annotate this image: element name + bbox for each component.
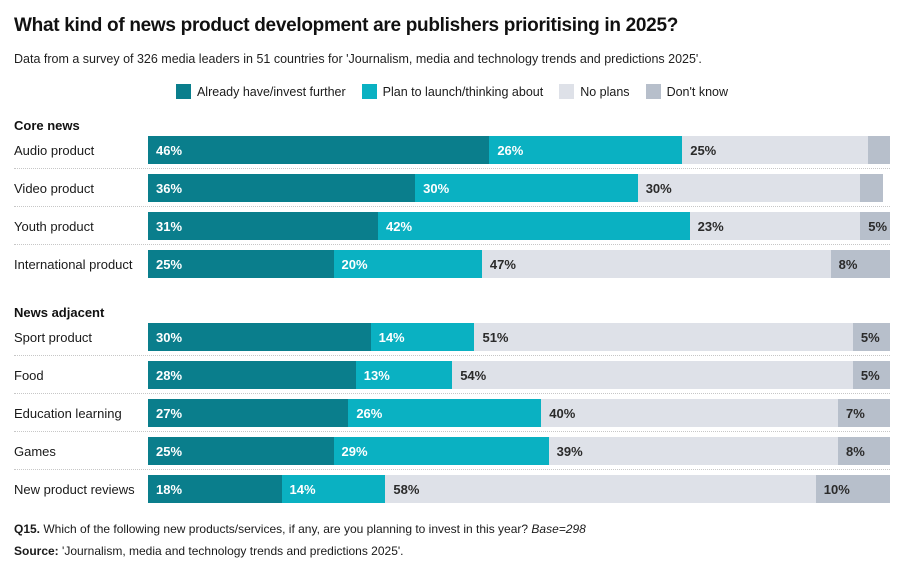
row-separator <box>14 168 890 169</box>
legend-swatch-icon <box>559 84 575 99</box>
bar-segment: 51% <box>474 323 853 351</box>
bar-segment: 13% <box>355 361 453 389</box>
bar-segment: 7% <box>838 399 890 427</box>
bar-segment: 40% <box>541 399 839 427</box>
question-text: Which of the following new products/serv… <box>43 522 529 536</box>
question-number: Q15. <box>14 522 41 536</box>
row-label: International product <box>14 256 133 272</box>
legend-label: Don't know <box>666 84 729 99</box>
row-label: Food <box>14 367 44 383</box>
legend: Already have/invest further Plan to launc… <box>14 84 890 99</box>
stacked-bar: 25% 29% 39% 8% <box>148 437 890 465</box>
row-label: Sport product <box>14 329 93 345</box>
legend-swatch-icon <box>645 84 661 99</box>
row-separator <box>14 355 890 356</box>
bar-segment: 54% <box>452 361 853 389</box>
bar-segment: 14% <box>281 475 386 503</box>
bar-segment: 26% <box>489 136 683 164</box>
source-text: 'Journalism, media and technology trends… <box>62 544 404 558</box>
bar-segment: 18% <box>148 475 282 503</box>
bar-row: Food 28% 13% 54% 5% <box>14 361 890 389</box>
bar-segment: 31% <box>148 212 379 240</box>
question-footnote: Q15. Which of the following new products… <box>14 522 890 537</box>
source-label: Source: <box>14 544 59 558</box>
bar-segment: 47% <box>481 250 831 278</box>
source-footnote: Source: 'Journalism, media and technolog… <box>14 544 890 559</box>
stacked-bar: 30% 14% 51% 5% <box>148 323 890 351</box>
bar-row: Audio product 46% 26% 25% <box>14 136 890 164</box>
bar-segment: 20% <box>333 250 482 278</box>
row-separator <box>14 431 890 432</box>
bar-row: New product reviews 18% 14% 58% 10% <box>14 475 890 503</box>
legend-label: No plans <box>580 84 630 99</box>
row-label: Games <box>14 443 56 459</box>
bar-segment: 5% <box>852 323 890 351</box>
row-label: New product reviews <box>14 481 135 497</box>
legend-item: No plans <box>559 84 630 99</box>
stacked-bar: 31% 42% 23% 5% <box>148 212 890 240</box>
bar-segment: 25% <box>682 136 868 164</box>
row-separator <box>14 206 890 207</box>
bar-segment: 8% <box>838 437 890 465</box>
bar-segment: 23% <box>689 212 861 240</box>
stacked-bar: 36% 30% 30% <box>148 174 890 202</box>
bar-segment: 25% <box>148 437 334 465</box>
bar-segment: 28% <box>148 361 356 389</box>
bar-segment <box>867 136 890 164</box>
stacked-bar: 27% 26% 40% 7% <box>148 399 890 427</box>
row-label: Audio product <box>14 142 95 158</box>
legend-item: Already have/invest further <box>175 84 346 99</box>
bar-row: Education learning 27% 26% 40% 7% <box>14 399 890 427</box>
legend-label: Already have/invest further <box>196 84 346 99</box>
bar-segment: 5% <box>860 212 890 240</box>
bar-segment: 14% <box>370 323 475 351</box>
bar-segment: 39% <box>548 437 839 465</box>
stacked-bar: 18% 14% 58% 10% <box>148 475 890 503</box>
group-header: News adjacent <box>14 305 105 320</box>
row-separator <box>14 244 890 245</box>
bar-segment: 58% <box>385 475 816 503</box>
row-label: Youth product <box>14 218 94 234</box>
bar-row: Video product 36% 30% 30% <box>14 174 890 202</box>
bar-segment: 8% <box>830 250 890 278</box>
legend-item: Don't know <box>645 84 729 99</box>
row-separator <box>14 469 890 470</box>
bar-segment: 26% <box>348 399 542 427</box>
legend-swatch-icon <box>361 84 377 99</box>
bar-row: Sport product 30% 14% 51% 5% <box>14 323 890 351</box>
bar-segment: 25% <box>148 250 334 278</box>
bar-segment: 42% <box>378 212 690 240</box>
base-note: Base=298 <box>531 522 586 536</box>
bar-segment: 30% <box>148 323 371 351</box>
row-label: Video product <box>14 180 94 196</box>
page-title: What kind of news product development ar… <box>14 15 679 36</box>
bar-segment: 27% <box>148 399 349 427</box>
legend-item: Plan to launch/thinking about <box>361 84 544 99</box>
group-header: Core news <box>14 118 80 133</box>
bar-segment: 30% <box>415 174 638 202</box>
bar-segment: 30% <box>637 174 861 202</box>
chart: Core news Audio product 46% 26% 25% Video pro… <box>14 118 890 503</box>
bar-segment: 46% <box>148 136 490 164</box>
bar-row: Youth product 31% 42% 23% 5% <box>14 212 890 240</box>
row-separator <box>14 393 890 394</box>
bar-segment: 29% <box>333 437 549 465</box>
bar-row: Games 25% 29% 39% 8% <box>14 437 890 465</box>
stacked-bar: 28% 13% 54% 5% <box>148 361 890 389</box>
bar-segment <box>860 174 883 202</box>
legend-swatch-icon <box>175 84 191 99</box>
bar-segment: 5% <box>852 361 890 389</box>
bar-segment: 10% <box>815 475 890 503</box>
stacked-bar: 25% 20% 47% 8% <box>148 250 890 278</box>
row-label: Education learning <box>14 405 122 421</box>
bar-row: International product 25% 20% 47% 8% <box>14 250 890 278</box>
legend-label: Plan to launch/thinking about <box>382 84 544 99</box>
page-subtitle: Data from a survey of 326 media leaders … <box>14 52 702 66</box>
stacked-bar: 46% 26% 25% <box>148 136 890 164</box>
bar-segment: 36% <box>148 174 416 202</box>
